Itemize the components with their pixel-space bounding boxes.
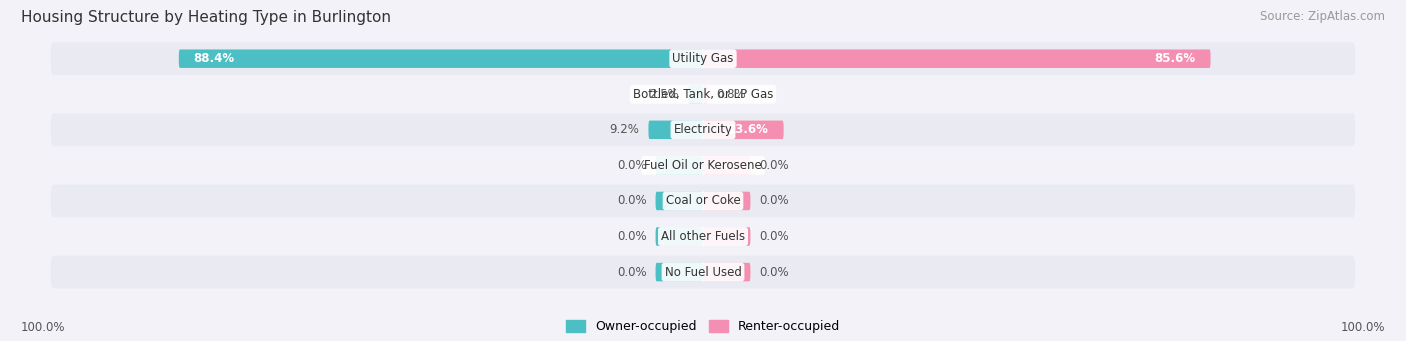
Text: Source: ZipAtlas.com: Source: ZipAtlas.com xyxy=(1260,10,1385,23)
FancyBboxPatch shape xyxy=(51,220,1355,253)
Text: 0.0%: 0.0% xyxy=(759,194,789,207)
FancyBboxPatch shape xyxy=(179,49,703,68)
Text: 85.6%: 85.6% xyxy=(1154,52,1195,65)
FancyBboxPatch shape xyxy=(655,192,703,210)
Text: 88.4%: 88.4% xyxy=(194,52,235,65)
FancyBboxPatch shape xyxy=(703,263,751,281)
Text: 0.0%: 0.0% xyxy=(759,266,789,279)
Text: Fuel Oil or Kerosene: Fuel Oil or Kerosene xyxy=(644,159,762,172)
Text: 100.0%: 100.0% xyxy=(1340,321,1385,334)
Text: 13.6%: 13.6% xyxy=(728,123,769,136)
FancyBboxPatch shape xyxy=(703,227,751,246)
Text: 0.0%: 0.0% xyxy=(617,230,647,243)
FancyBboxPatch shape xyxy=(703,192,751,210)
FancyBboxPatch shape xyxy=(655,263,703,281)
FancyBboxPatch shape xyxy=(51,184,1355,217)
Text: 0.0%: 0.0% xyxy=(759,230,789,243)
Legend: Owner-occupied, Renter-occupied: Owner-occupied, Renter-occupied xyxy=(561,315,845,338)
Text: Bottled, Tank, or LP Gas: Bottled, Tank, or LP Gas xyxy=(633,88,773,101)
FancyBboxPatch shape xyxy=(688,85,703,104)
Text: 100.0%: 100.0% xyxy=(21,321,66,334)
Text: 0.0%: 0.0% xyxy=(617,266,647,279)
FancyBboxPatch shape xyxy=(703,49,1211,68)
FancyBboxPatch shape xyxy=(51,78,1355,110)
Text: 0.0%: 0.0% xyxy=(617,159,647,172)
Text: All other Fuels: All other Fuels xyxy=(661,230,745,243)
Text: No Fuel Used: No Fuel Used xyxy=(665,266,741,279)
FancyBboxPatch shape xyxy=(655,227,703,246)
Text: 0.0%: 0.0% xyxy=(617,194,647,207)
Text: Housing Structure by Heating Type in Burlington: Housing Structure by Heating Type in Bur… xyxy=(21,10,391,25)
FancyBboxPatch shape xyxy=(648,121,703,139)
Text: Utility Gas: Utility Gas xyxy=(672,52,734,65)
Text: 2.5%: 2.5% xyxy=(650,88,679,101)
FancyBboxPatch shape xyxy=(51,42,1355,75)
Text: Electricity: Electricity xyxy=(673,123,733,136)
FancyBboxPatch shape xyxy=(51,114,1355,146)
FancyBboxPatch shape xyxy=(703,85,707,104)
FancyBboxPatch shape xyxy=(655,156,703,175)
FancyBboxPatch shape xyxy=(703,121,783,139)
Text: 0.8%: 0.8% xyxy=(717,88,747,101)
Text: 9.2%: 9.2% xyxy=(610,123,640,136)
FancyBboxPatch shape xyxy=(51,149,1355,182)
FancyBboxPatch shape xyxy=(703,156,751,175)
Text: 0.0%: 0.0% xyxy=(759,159,789,172)
FancyBboxPatch shape xyxy=(51,256,1355,288)
Text: Coal or Coke: Coal or Coke xyxy=(665,194,741,207)
